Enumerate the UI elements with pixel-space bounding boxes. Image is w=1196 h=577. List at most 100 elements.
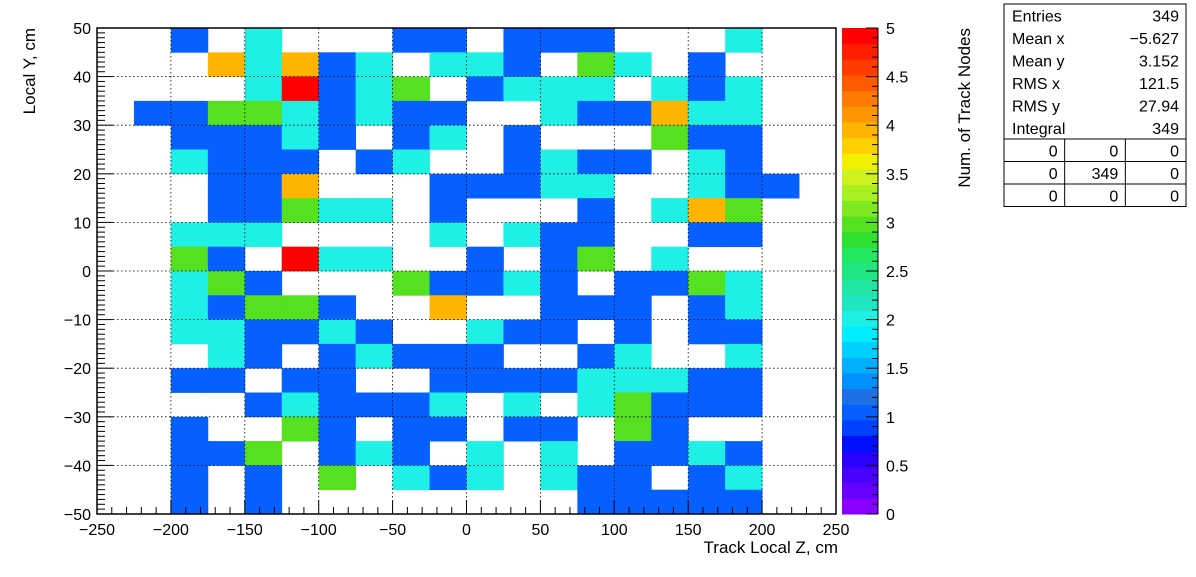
heatmap-cell: [577, 222, 615, 248]
heatmap-cell: [577, 100, 615, 126]
z-tick-label: 3: [886, 215, 895, 232]
heatmap-cell: [651, 489, 689, 515]
heatmap-cell: [725, 343, 763, 369]
heatmap-cell: [318, 441, 357, 466]
heatmap-cell: [244, 100, 283, 126]
palette-swatch: [842, 263, 878, 280]
z-tick-label: 1.5: [886, 361, 908, 378]
heatmap-cell: [244, 76, 283, 102]
heatmap-cell: [392, 28, 430, 53]
stats-grid-cell: 0: [1049, 166, 1058, 183]
z-tick-label: 4: [886, 118, 895, 135]
y-tick-label: 30: [73, 118, 91, 135]
heatmap-cell: [725, 392, 763, 418]
heatmap-cell: [170, 295, 209, 320]
heatmap-cell: [244, 149, 283, 175]
heatmap-cell: [170, 368, 209, 393]
heatmap-cell: [281, 76, 320, 102]
palette-swatch: [842, 90, 878, 107]
palette-swatch: [842, 184, 878, 201]
heatmap-cell: [503, 368, 541, 393]
heatmap-cell: [429, 52, 467, 77]
stats-box: Entries 349 Mean x −5.627 Mean y 3.152 RMS x 12…: [1003, 3, 1187, 207]
palette-swatch: [842, 169, 878, 186]
heatmap-cell: [651, 100, 689, 126]
heatmap-cell: [688, 271, 726, 296]
heatmap-cell: [577, 28, 615, 53]
stats-label: Entries: [1012, 9, 1062, 26]
heatmap-cell: [392, 271, 430, 296]
palette-swatch: [842, 137, 878, 154]
heatmap-cell: [318, 392, 357, 418]
heatmap-cell: [651, 271, 689, 296]
heatmap-cell: [170, 246, 209, 272]
heatmap-cell: [318, 100, 357, 126]
x-axis-title: Track Local Z, cm: [704, 538, 838, 557]
heatmap-cell: [318, 125, 357, 150]
heatmap-cell: [466, 76, 504, 102]
palette-swatch: [842, 106, 878, 123]
heatmap-cell: [688, 222, 726, 248]
heatmap-cell: [318, 52, 357, 77]
heatmap-cell: [688, 100, 726, 126]
heatmap-cell: [762, 173, 800, 199]
heatmap-cell: [540, 246, 578, 272]
stats-label: RMS y: [1012, 99, 1060, 116]
heatmap-cell: [318, 465, 357, 491]
heatmap-cell: [170, 100, 209, 126]
heatmap-cell: [355, 198, 393, 223]
heatmap-cell: [281, 149, 320, 175]
heatmap-cell: [207, 441, 246, 466]
heatmap-cell: [429, 100, 467, 126]
heatmap-cell: [540, 173, 578, 199]
heatmap-cell: [540, 319, 578, 345]
palette-swatch: [842, 153, 878, 170]
heatmap-cell: [244, 489, 283, 515]
heatmap-cell: [244, 295, 283, 320]
heatmap-cell: [466, 465, 504, 491]
heatmap-cell: [540, 76, 578, 102]
heatmap-cell: [466, 319, 504, 345]
heatmap-cell: [466, 246, 504, 272]
heatmap-cell: [244, 319, 283, 345]
heatmap-cell: [170, 416, 209, 442]
heatmap-cell: [429, 368, 467, 393]
heatmap-cell: [540, 441, 578, 466]
palette-swatch: [842, 357, 878, 374]
stats-value: 121.5: [1139, 76, 1179, 93]
z-tick-label: 4.5: [886, 70, 908, 87]
heatmap-cell: [614, 392, 652, 418]
heatmap-cell: [577, 489, 615, 515]
heatmap-cell: [614, 271, 652, 296]
heatmap-cell: [429, 295, 467, 320]
heatmap-cell: [725, 28, 763, 53]
stats-grid-cell: 0: [1170, 144, 1179, 161]
heatmap-cell: [503, 149, 541, 175]
z-tick-label: 2: [886, 313, 895, 330]
heatmap-cell: [355, 441, 393, 466]
heatmap-cell: [392, 149, 430, 175]
heatmap-cell: [170, 222, 209, 248]
heatmap-cell: [577, 295, 615, 320]
heatmap-cell: [503, 222, 541, 248]
heatmap-cell: [244, 441, 283, 466]
stats-value: 27.94: [1139, 99, 1179, 116]
stats-value: −5.627: [1130, 31, 1179, 48]
palette-swatch: [842, 59, 878, 76]
palette-swatch: [842, 419, 878, 437]
heatmap-cell: [651, 246, 689, 272]
palette-swatch: [842, 247, 878, 264]
heatmap-cell: [614, 52, 652, 77]
heatmap-cell: [281, 52, 320, 77]
heatmap-cell: [725, 76, 763, 102]
heatmap-cell: [244, 28, 283, 53]
heatmap-cell: [207, 295, 246, 320]
heatmap-cell: [503, 28, 541, 53]
heatmap-cell: [688, 173, 726, 199]
palette-swatch: [842, 28, 878, 45]
x-tick-label: 200: [749, 522, 776, 539]
heatmap-cell: [688, 295, 726, 320]
heatmap-cell: [392, 76, 430, 102]
heatmap-cell: [503, 52, 541, 77]
